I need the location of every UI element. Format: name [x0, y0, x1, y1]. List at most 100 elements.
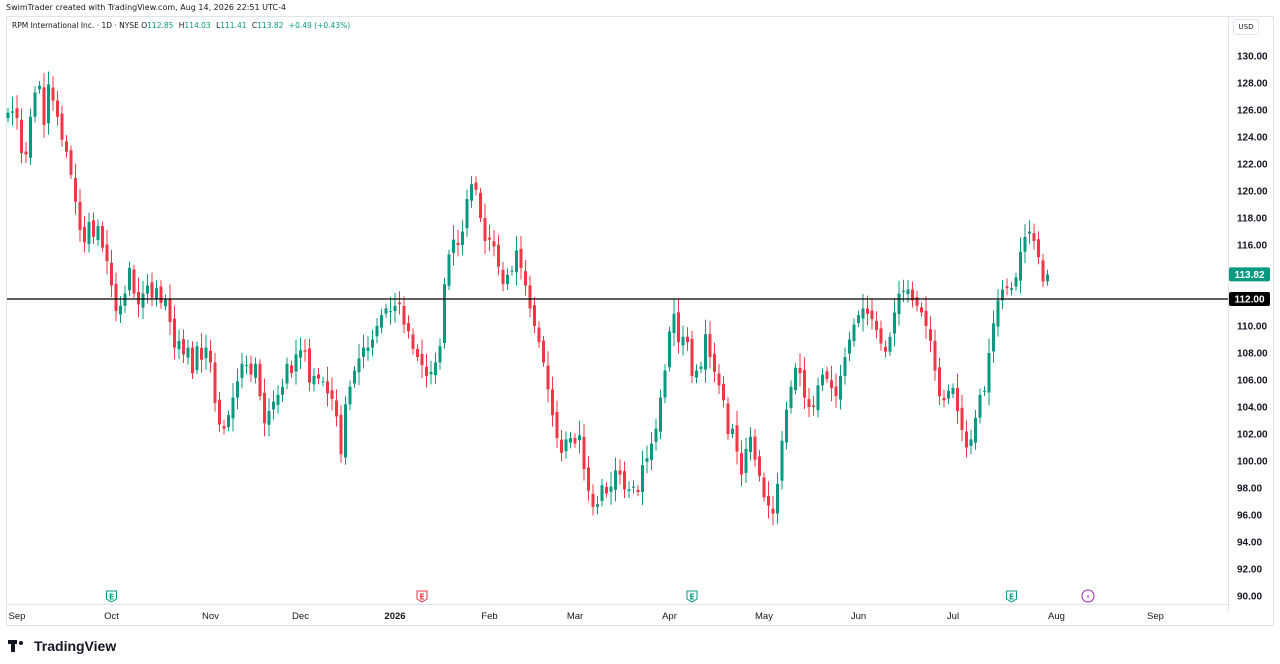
candle-body[interactable] [573, 438, 577, 444]
candle-body[interactable] [866, 308, 869, 314]
candle-body[interactable] [551, 389, 554, 416]
candle-body[interactable] [321, 381, 325, 383]
candle-body[interactable] [375, 326, 379, 337]
symbol-label[interactable]: RPM International Inc. · 1D · NYSE [12, 21, 139, 30]
candle-body[interactable] [528, 285, 532, 309]
dividend-event-icon[interactable] [1081, 589, 1095, 603]
candle-body[interactable] [906, 289, 910, 295]
candle-body[interactable] [1028, 231, 1031, 234]
candle-body[interactable] [618, 470, 622, 475]
candle-body[interactable] [240, 363, 244, 379]
candle-body[interactable] [74, 178, 77, 202]
candle-body[interactable] [780, 440, 784, 481]
candle-body[interactable] [1032, 233, 1036, 241]
candle-body[interactable] [992, 323, 995, 352]
candle-body[interactable] [483, 218, 487, 241]
candle-body[interactable] [317, 374, 320, 379]
candle-body[interactable] [263, 392, 266, 424]
candle-body[interactable] [29, 116, 32, 158]
candle-body[interactable] [119, 305, 122, 315]
earnings-event-icon[interactable] [106, 590, 117, 603]
candle-body[interactable] [308, 348, 311, 383]
candle-body[interactable] [897, 293, 901, 315]
candle-body[interactable] [785, 409, 788, 443]
candle-body[interactable] [947, 390, 950, 399]
candle-body[interactable] [150, 282, 154, 298]
candle-body[interactable] [348, 386, 352, 405]
candle-body[interactable] [182, 339, 185, 355]
candle-body[interactable] [105, 244, 109, 262]
candle-body[interactable] [488, 237, 491, 240]
candle-body[interactable] [6, 112, 10, 119]
candle-body[interactable] [285, 363, 289, 384]
candle-body[interactable] [38, 85, 41, 90]
candle-body[interactable] [1041, 260, 1045, 282]
candle-body[interactable] [195, 346, 199, 371]
candle-body[interactable] [753, 436, 757, 460]
candle-body[interactable] [470, 184, 473, 201]
candle-body[interactable] [704, 334, 707, 370]
candle-body[interactable] [888, 336, 892, 352]
candle-body[interactable] [362, 347, 365, 357]
candle-body[interactable] [218, 399, 221, 425]
candle-body[interactable] [101, 226, 104, 248]
candle-body[interactable] [344, 404, 347, 458]
candle-body[interactable] [650, 443, 653, 460]
candle-body[interactable] [686, 336, 689, 343]
candle-body[interactable] [690, 338, 694, 376]
earnings-event-icon[interactable] [416, 590, 428, 603]
candle-body[interactable] [798, 367, 802, 374]
candle-body[interactable] [677, 312, 680, 343]
candle-body[interactable] [839, 375, 842, 400]
candle-body[interactable] [456, 242, 460, 245]
candle-body[interactable] [11, 111, 14, 113]
candle-body[interactable] [519, 248, 523, 268]
candle-body[interactable] [920, 307, 923, 313]
candle-body[interactable] [722, 383, 725, 401]
candle-body[interactable] [128, 267, 131, 291]
candle-body[interactable] [384, 308, 388, 314]
candle-body[interactable] [951, 388, 955, 395]
candle-body[interactable] [614, 470, 617, 490]
candle-body[interactable] [425, 366, 428, 376]
candle-body[interactable] [213, 362, 217, 403]
candle-body[interactable] [159, 286, 163, 304]
candle-body[interactable] [1014, 277, 1018, 287]
candle-body[interactable] [852, 324, 856, 342]
candle-body[interactable] [501, 269, 505, 285]
candle-body[interactable] [479, 192, 482, 218]
candle-body[interactable] [591, 493, 595, 507]
candle-body[interactable] [915, 297, 919, 306]
candle-body[interactable] [564, 439, 568, 452]
candle-body[interactable] [978, 394, 982, 418]
candle-body[interactable] [227, 415, 230, 427]
candle-body[interactable] [303, 350, 307, 352]
candle-body[interactable] [636, 489, 640, 493]
candle-body[interactable] [137, 291, 140, 305]
candle-body[interactable] [1001, 289, 1004, 301]
candle-body[interactable] [762, 477, 766, 498]
candle-body[interactable] [474, 182, 478, 190]
candle-body[interactable] [681, 336, 685, 346]
candle-body[interactable] [173, 318, 176, 348]
candle-body[interactable] [402, 306, 406, 325]
candle-body[interactable] [1046, 274, 1049, 282]
candle-body[interactable] [272, 401, 275, 410]
candle-body[interactable] [236, 381, 239, 398]
candle-body[interactable] [51, 87, 55, 101]
candle-body[interactable] [357, 358, 361, 373]
candle-body[interactable] [110, 262, 113, 286]
candle-body[interactable] [825, 371, 829, 379]
candle-body[interactable] [663, 370, 667, 398]
candle-body[interactable] [582, 436, 586, 470]
candle-body[interactable] [420, 353, 424, 366]
candle-body[interactable] [452, 239, 455, 253]
candle-body[interactable] [33, 92, 37, 117]
candle-body[interactable] [848, 339, 851, 354]
candle-body[interactable] [695, 370, 698, 378]
candle-body[interactable] [537, 327, 541, 343]
candle-body[interactable] [821, 374, 824, 386]
candle-body[interactable] [902, 290, 905, 292]
candle-body[interactable] [857, 315, 860, 324]
candle-body[interactable] [830, 380, 833, 389]
